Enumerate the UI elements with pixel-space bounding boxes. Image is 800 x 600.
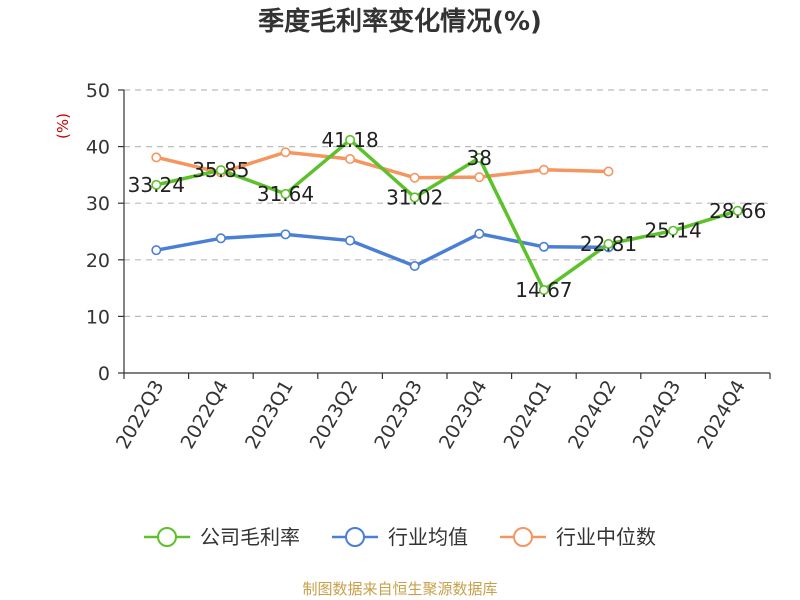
data-point[interactable] <box>538 241 549 252</box>
x-tick-label: 2023Q4 <box>435 377 492 453</box>
y-tick-label: 20 <box>86 250 110 272</box>
legend-marker <box>513 527 533 547</box>
series-line <box>154 138 740 292</box>
data-point[interactable] <box>345 134 356 145</box>
data-point[interactable] <box>151 152 162 163</box>
legend-item[interactable]: 行业中位数 <box>500 525 656 549</box>
data-point[interactable] <box>409 192 420 203</box>
legend-label: 行业中位数 <box>556 525 656 549</box>
data-point[interactable] <box>474 152 485 163</box>
chart-title: 季度毛利率变化情况(%) <box>258 6 542 37</box>
data-point[interactable] <box>280 147 291 158</box>
data-point[interactable] <box>474 228 485 239</box>
data-point[interactable] <box>215 233 226 244</box>
legend-item[interactable]: 公司毛利率 <box>144 525 300 549</box>
x-tick-label: 2023Q2 <box>306 377 363 453</box>
data-label: 38 <box>467 146 492 170</box>
data-point[interactable] <box>280 188 291 199</box>
data-point[interactable] <box>151 179 162 190</box>
label-layer: 33.24 35.85 31.64 41.18 31.02 38 14.67 22.81 25.… <box>128 128 767 302</box>
x-tick-label: 2023Q3 <box>370 377 427 453</box>
data-label: 25.14 <box>644 219 701 243</box>
legend-label: 公司毛利率 <box>200 525 300 549</box>
y-tick-label: 10 <box>86 306 110 328</box>
x-tick-label: 2022Q3 <box>112 377 169 453</box>
x-tick-label: 2022Q4 <box>176 377 233 453</box>
data-label: 33.24 <box>128 173 185 197</box>
data-point[interactable] <box>151 245 162 256</box>
x-tick-label: 2024Q3 <box>629 377 686 453</box>
x-tick-label: 2024Q4 <box>693 377 750 453</box>
data-point[interactable] <box>409 261 420 272</box>
data-label: 31.02 <box>386 185 443 209</box>
data-point[interactable] <box>474 172 485 183</box>
series-line <box>154 232 611 268</box>
y-tick-label: 30 <box>86 193 110 215</box>
data-point[interactable] <box>280 229 291 240</box>
x-tick-label: 2023Q1 <box>241 377 298 453</box>
y-tick-label: 0 <box>98 363 110 385</box>
data-point[interactable] <box>345 154 356 165</box>
data-point[interactable] <box>603 166 614 177</box>
data-label: 35.85 <box>192 158 249 182</box>
data-point[interactable] <box>732 205 743 216</box>
data-point[interactable] <box>409 172 420 183</box>
data-point[interactable] <box>538 164 549 175</box>
data-point[interactable] <box>215 165 226 176</box>
data-label: 22.81 <box>580 232 637 256</box>
data-point[interactable] <box>538 284 549 295</box>
source-note: 制图数据来自恒生聚源数据库 <box>302 580 497 598</box>
data-point[interactable] <box>668 225 679 236</box>
legend-marker <box>345 527 365 547</box>
grid-layer <box>124 89 770 317</box>
legend-item[interactable]: 行业均值 <box>332 525 468 549</box>
data-label: 28.66 <box>709 199 766 223</box>
legend: 公司毛利率 行业均值 行业中位数 <box>144 525 656 549</box>
data-point[interactable] <box>345 235 356 246</box>
y-tick-label: 50 <box>86 80 110 102</box>
series-layer <box>151 134 743 295</box>
data-label: 31.64 <box>257 182 314 206</box>
data-label: 41.18 <box>321 128 378 152</box>
legend-marker <box>157 527 177 547</box>
x-tick-label: 2024Q2 <box>564 377 621 453</box>
y-tick-label: 40 <box>86 137 110 159</box>
x-tick-label: 2024Q1 <box>499 377 556 453</box>
data-label: 14.67 <box>515 278 572 302</box>
legend-label: 行业均值 <box>388 525 468 549</box>
data-point[interactable] <box>603 238 614 249</box>
y-axis-label: (%) <box>54 113 72 139</box>
